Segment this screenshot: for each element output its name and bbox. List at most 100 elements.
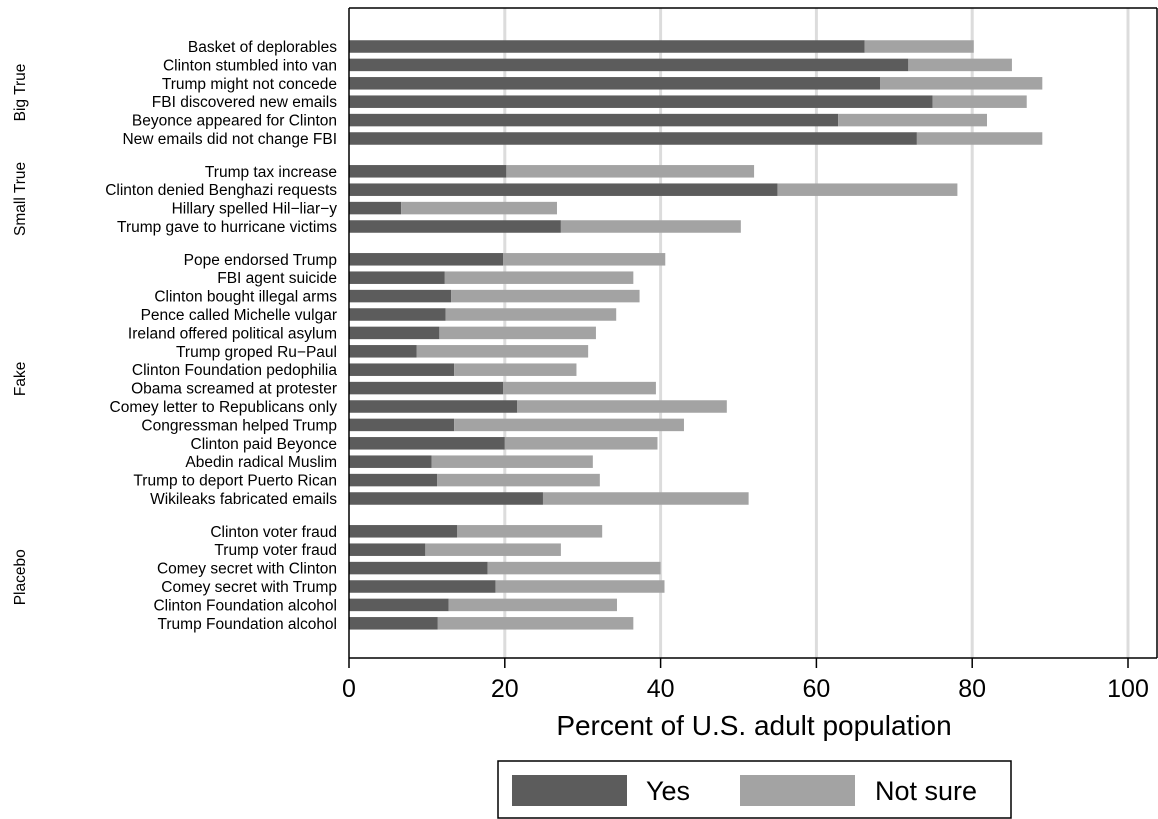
bar-yes [349,165,507,178]
bar-not-sure [437,617,634,630]
category-label: Trump voter fraud [214,542,337,559]
legend-box [497,760,1012,819]
bar-not-sure [401,201,557,215]
category-label: Clinton Foundation alcohol [153,597,337,614]
category-label: Clinton denied Benghazi requests [105,182,337,199]
bar-not-sure [445,308,617,321]
bar-not-sure [454,418,684,432]
category-label: Trump to deport Puerto Rican [133,473,337,490]
bar-not-sure [517,400,727,413]
x-tick-label: 100 [1107,675,1149,703]
category-label: Pope endorsed Trump [184,252,337,269]
bar-yes [349,113,839,127]
bars [349,40,1043,630]
bar-not-sure [864,40,974,53]
category-label: Beyonce appeared for Clinton [132,113,337,130]
category-label: Trump groped Ru−Paul [176,344,337,361]
bar-yes [349,95,933,108]
legend-label-yes: Yes [646,776,690,806]
bar-not-sure [503,253,666,266]
bar-not-sure [880,77,1043,90]
bar-yes [349,58,909,72]
category-label: Trump gave to hurricane victims [117,219,337,236]
bar-not-sure [451,289,640,303]
bar-yes [349,132,917,145]
category-label: Pence called Michelle vulgar [141,307,337,324]
legend-label-not-sure: Not sure [875,776,977,806]
x-tick-label: 80 [958,675,986,703]
x-tick-label: 40 [647,675,675,703]
legend-swatch-not-sure [740,775,855,806]
x-tick-label: 0 [342,675,356,703]
bar-not-sure [495,580,665,593]
category-label: FBI agent suicide [217,270,337,287]
category-label: Trump Foundation alcohol [158,616,338,633]
bar-not-sure [560,220,741,233]
bar-yes [349,617,438,630]
bar-yes [349,437,505,450]
category-label: Abedin radical Muslim [185,454,337,471]
bar-yes [349,40,865,53]
bar-yes [349,220,561,233]
bar-yes [349,400,518,413]
bar-not-sure [444,271,634,284]
bar-not-sure [777,183,958,196]
bar-not-sure [503,381,656,395]
bar-yes [349,598,449,612]
category-label: Obama screamed at protester [131,381,337,398]
bar-not-sure [425,543,561,556]
bar-yes [349,492,543,505]
category-label: Congressman helped Trump [141,417,337,434]
category-label: Comey letter to Republicans only [110,399,338,416]
group-label: Fake [12,362,29,396]
category-label: Hillary spelled Hil−liar−y [172,201,338,218]
bar-yes [349,363,455,376]
category-label: FBI discovered new emails [152,94,337,111]
category-label: Comey secret with Trump [161,579,337,596]
legend: Yes Not sure [497,760,1012,819]
group-label: Placebo [12,549,29,605]
category-label: Comey secret with Clinton [157,561,337,578]
x-tick-label: 60 [802,675,830,703]
bar-yes [349,580,496,593]
bar-yes [349,326,440,340]
category-label: New emails did not change FBI [122,131,337,148]
bar-yes [349,201,402,215]
legend-swatch-yes [512,775,627,806]
axes [348,7,1158,659]
category-label: Clinton stumbled into van [163,57,337,74]
bar-not-sure [454,363,577,376]
category-label: Clinton voter fraud [210,524,337,541]
group-label: Big True [12,64,29,122]
bar-yes [349,418,455,432]
x-axis-title: Percent of U.S. adult population [556,710,951,741]
category-label: Ireland offered political asylum [128,325,337,342]
bar-yes [349,455,432,468]
category-label: Clinton Foundation pedophilia [132,362,337,379]
bar-not-sure [838,113,988,127]
category-label: Trump might not concede [162,76,337,93]
bar-yes [349,345,417,358]
bar-yes [349,77,881,90]
bar-not-sure [487,561,661,575]
bar-not-sure [916,132,1043,145]
category-label: Basket of deplorables [188,39,337,56]
bar-yes [349,525,458,538]
x-tick-label: 20 [491,675,519,703]
bar-not-sure [437,473,600,487]
category-label: Clinton paid Beyonce [191,436,338,453]
category-label: Clinton bought illegal arms [154,289,337,306]
bar-not-sure [448,598,617,612]
bar-not-sure [439,326,596,340]
x-ticks: 0 20 40 60 80 100 [342,658,1149,703]
bar-not-sure [431,455,593,468]
bar-not-sure [908,58,1012,72]
bar-not-sure [457,525,603,538]
bar-yes [349,561,488,575]
group-label: Small True [12,162,29,236]
category-label: Trump tax increase [205,164,337,181]
bar-yes [349,473,438,487]
group-labels: Big True Small True Fake Placebo [12,64,29,606]
